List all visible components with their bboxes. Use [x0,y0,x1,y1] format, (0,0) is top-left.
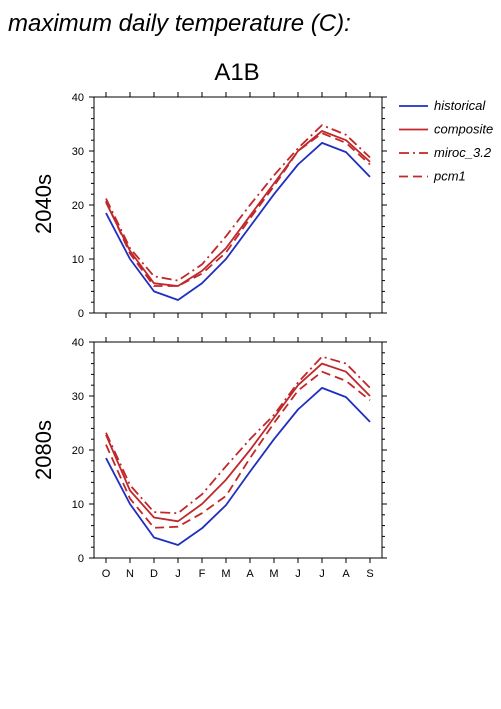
series-line-composite [105,130,371,287]
y-tick-label: 0 [78,308,84,320]
x-tick-label: N [126,568,134,580]
y-tick-label: 20 [72,200,84,212]
series-line-miroc-3-2 [105,355,371,515]
series-line-historical [105,141,371,301]
chart-panels: 0 10 20 30 40 2040s 0 10 20 30 40 2080s O N D J F M A M J J A S [31,92,387,580]
scenario-title: A1B [214,59,259,86]
legend-label: miroc_3.2 [434,145,492,160]
y-tick-label: 40 [72,92,84,104]
x-tick-label: D [150,568,158,580]
y-tick-label: 40 [72,337,84,349]
x-tick-label: M [269,568,278,580]
x-tick-label: J [295,568,301,580]
y-tick-label: 0 [78,553,84,565]
y-tick-label: 20 [72,445,84,457]
x-tick-label: A [342,568,350,580]
y-tick-label: 30 [72,146,84,158]
chart-legend: historical composite miroc_3.2 pcm1 [399,98,493,184]
series-line-pcm1 [105,370,371,529]
x-tick-label: F [199,568,206,580]
series-line-miroc-3-2 [105,124,371,282]
plot-frame [93,96,383,314]
x-tick-label: J [319,568,325,580]
x-tick-label: S [366,568,373,580]
y-tick-label: 30 [72,391,84,403]
x-tick-label: O [102,568,111,580]
x-tick-label: A [246,568,254,580]
period-label: 2040s [31,174,56,234]
series-line-historical [105,386,371,546]
series-line-composite [105,362,371,523]
legend-label: pcm1 [433,169,466,184]
page-title: maximum daily temperature (C): [8,10,351,37]
y-tick-label: 10 [72,499,84,511]
y-tick-label: 10 [72,254,84,266]
x-tick-label: J [175,568,181,580]
x-tick-label: M [221,568,230,580]
legend-label: composite [434,122,493,137]
panel-2080s: 0 10 20 30 40 2080s O N D J F M A M J J A S [31,337,387,580]
legend-label: historical [434,98,486,113]
plot-frame [93,341,383,559]
panel-2040s: 0 10 20 30 40 2040s [31,92,387,320]
period-label: 2080s [31,420,56,480]
series-line-pcm1 [105,132,371,287]
